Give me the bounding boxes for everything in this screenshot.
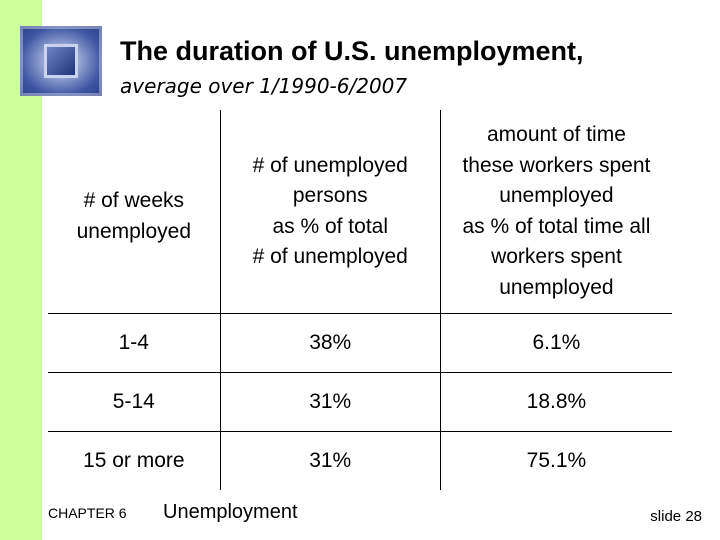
logo-inner-square	[44, 44, 78, 78]
footer-chapter-label: CHAPTER 6	[48, 505, 127, 521]
table-header-row: # of weeks unemployed # of unemployed pe…	[48, 110, 672, 314]
cell-time-pct: 75.1%	[526, 448, 587, 472]
header-unemployed-persons: # of unemployed persons as % of total # …	[220, 110, 441, 314]
cell-persons-pct: 31%	[220, 431, 441, 490]
cell-weeks: 15 or more	[48, 431, 221, 490]
chapter-logo	[20, 26, 102, 96]
slide-title: The duration of U.S. unemployment,	[120, 36, 584, 66]
footer-topic-label: Unemployment	[163, 501, 298, 523]
cell-weeks: 1-4	[48, 313, 221, 373]
cell-persons-pct: 31%	[220, 372, 441, 432]
cell-persons-pct: 38%	[220, 313, 441, 373]
unemployment-duration-table: # of weeks unemployed # of unemployed pe…	[48, 110, 672, 490]
table-row: 1-4 38% 6.1%	[48, 313, 672, 373]
cell-weeks: 5-14	[48, 372, 221, 432]
table-row: 5-14 31% 18.8%	[48, 372, 672, 432]
table-row: 15 or more 31% 75.1%	[48, 431, 672, 490]
header-time-unemployed: amount of time these workers spent unemp…	[440, 110, 672, 314]
cell-time-pct: 18.8%	[440, 372, 672, 432]
header-weeks-unemployed: # of weeks unemployed	[48, 110, 221, 314]
cell-time-pct: 6.1%	[440, 313, 672, 373]
slide-subtitle: average over 1/1990-6/2007	[120, 74, 408, 98]
slide-number: slide 28	[650, 508, 702, 525]
